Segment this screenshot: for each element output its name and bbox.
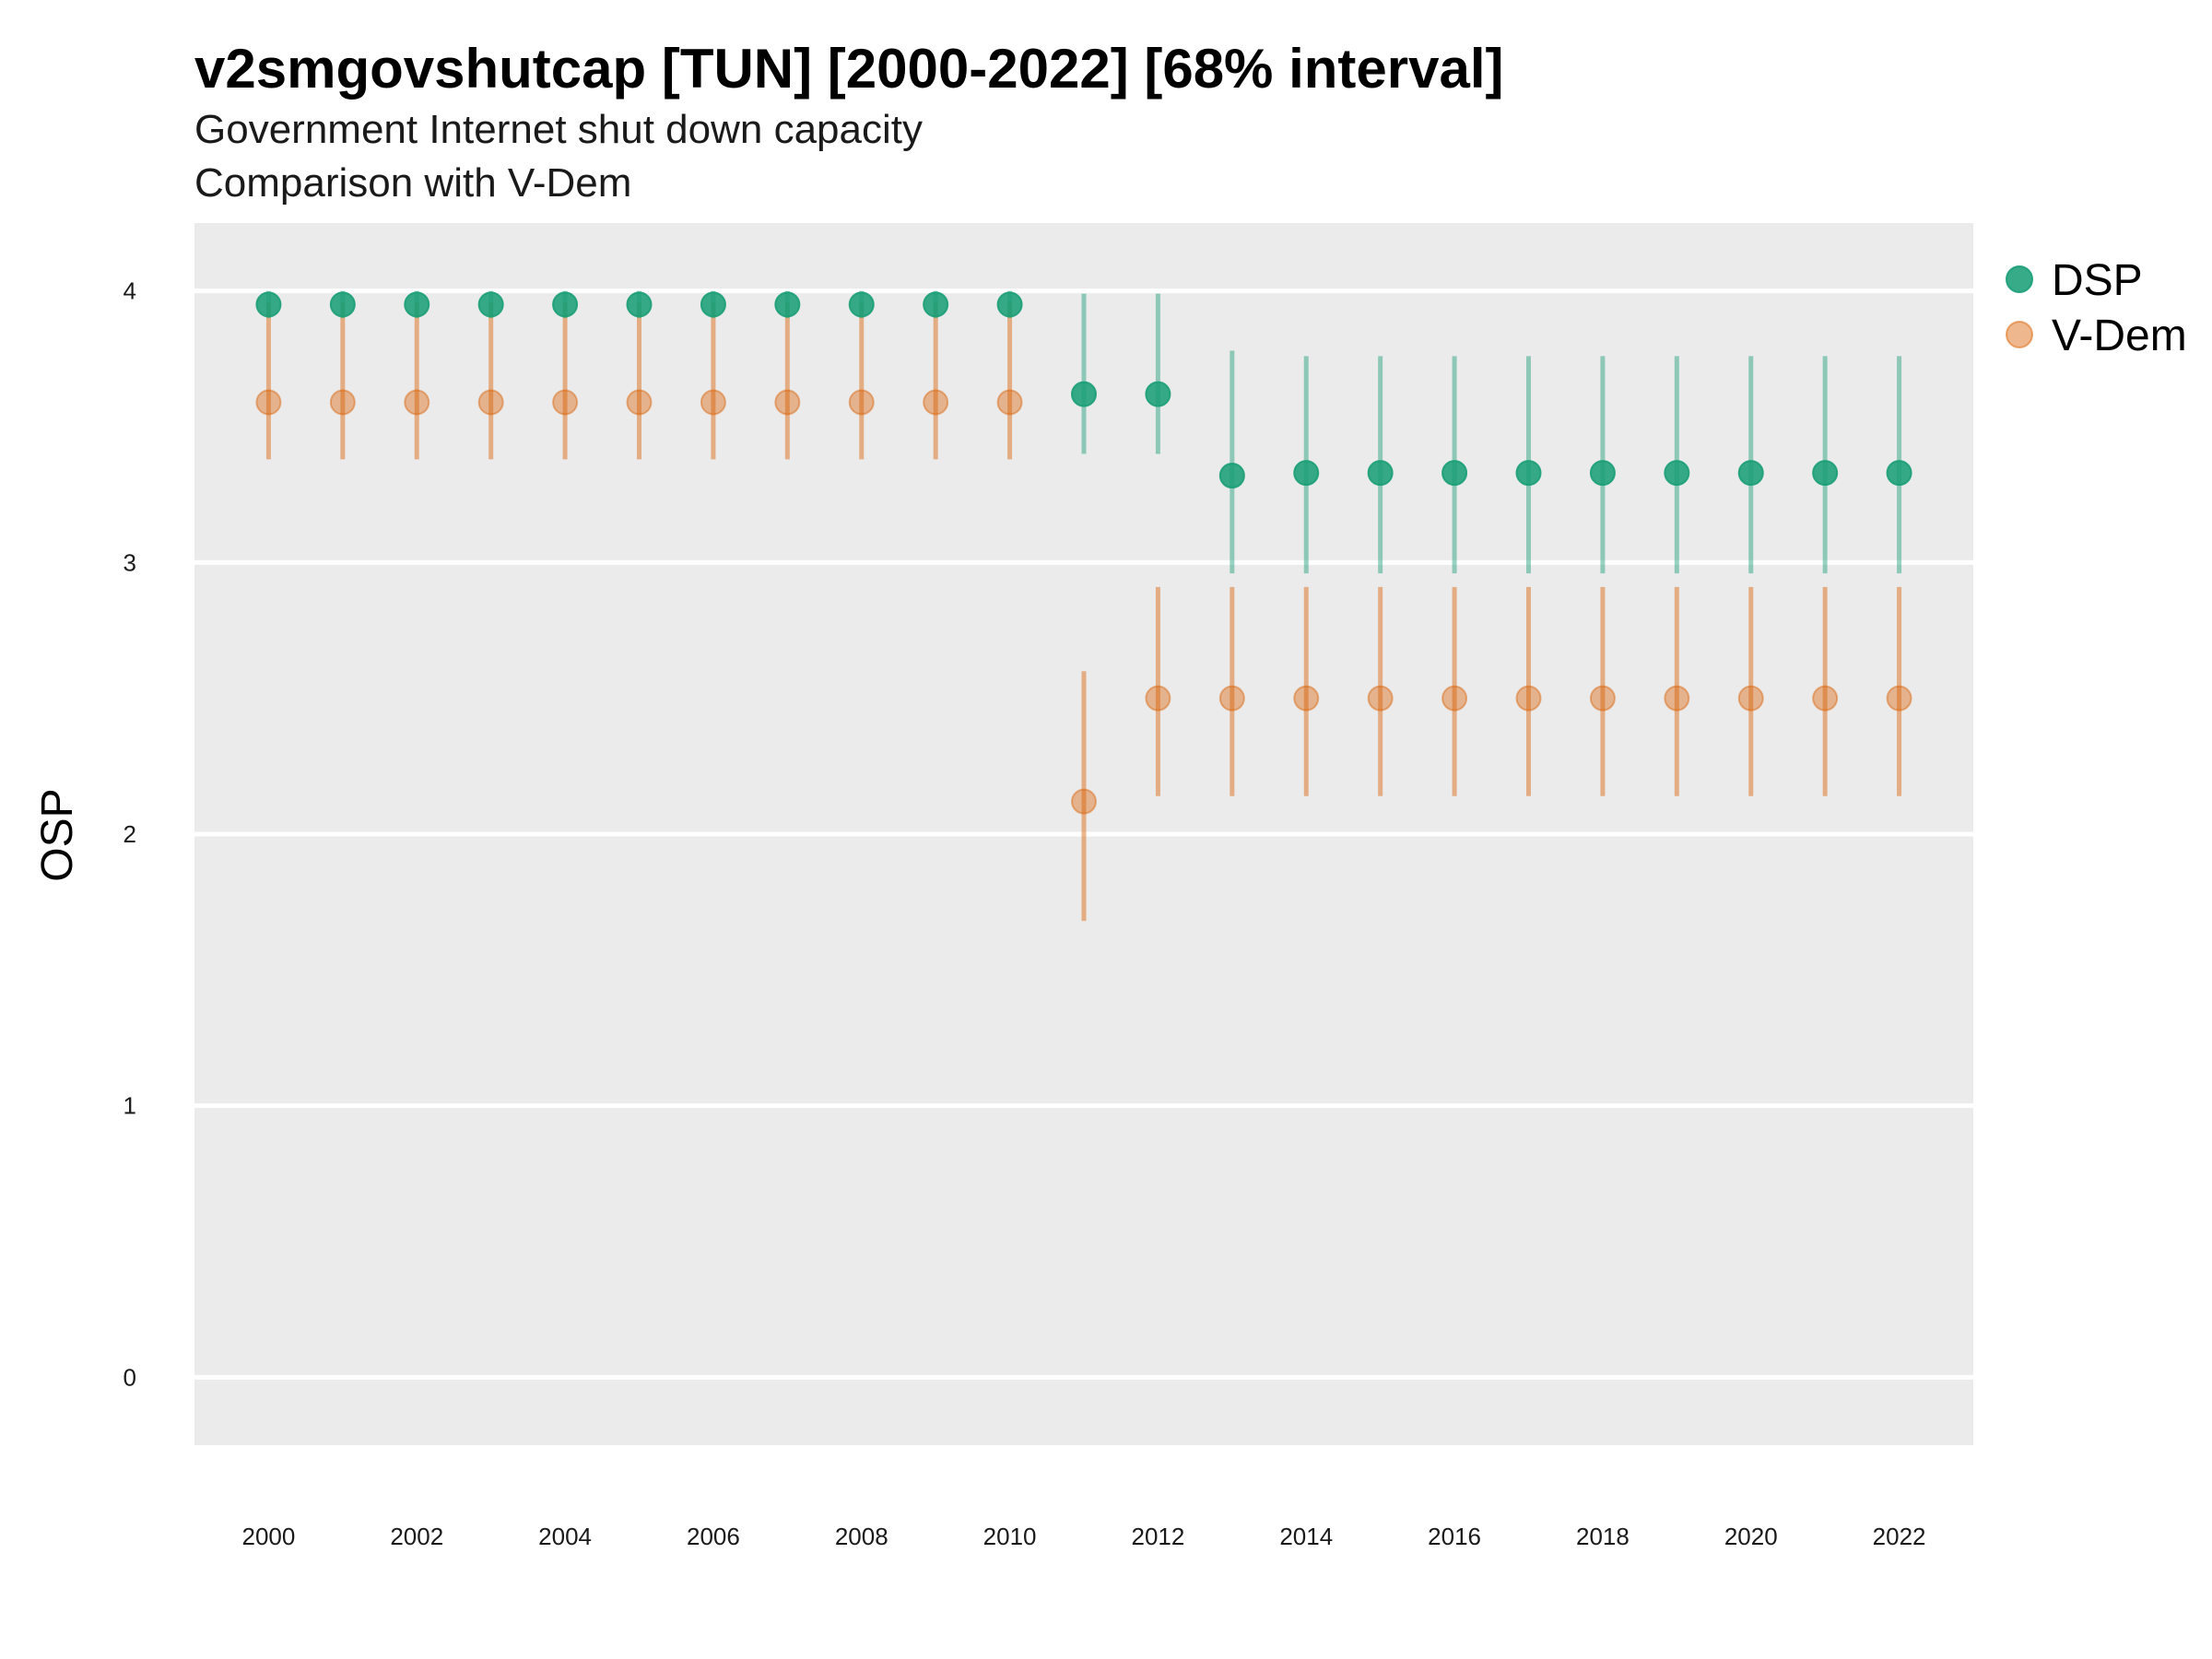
data-point — [1218, 463, 1245, 489]
x-tick-label: 2016 — [1428, 1523, 1481, 1550]
data-point — [552, 291, 579, 318]
y-tick-label: 1 — [124, 1092, 136, 1120]
data-point — [1367, 460, 1394, 487]
x-tick-label: 2020 — [1724, 1523, 1778, 1550]
data-point — [1812, 685, 1839, 712]
x-tick-label: 2008 — [835, 1523, 888, 1550]
data-point — [329, 291, 356, 318]
chart-subtitle-comparison: Comparison with V-Dem — [194, 160, 631, 206]
y-tick-label: 4 — [124, 277, 136, 305]
data-point — [1441, 460, 1468, 487]
data-point — [1441, 685, 1468, 712]
data-point — [329, 389, 356, 416]
data-point — [1664, 685, 1690, 712]
data-point — [477, 291, 504, 318]
data-point — [996, 291, 1023, 318]
x-tick-label: 2004 — [538, 1523, 592, 1550]
data-point — [1589, 685, 1616, 712]
x-tick-label: 2014 — [1279, 1523, 1333, 1550]
chart-title: v2smgovshutcap [TUN] [2000-2022] [68% in… — [194, 38, 1504, 100]
data-point — [552, 389, 579, 416]
data-point — [1293, 460, 1320, 487]
data-point — [404, 291, 430, 318]
y-tick-labels: 0 1 2 3 4 — [124, 277, 136, 1392]
data-point — [1145, 685, 1171, 712]
data-point — [1515, 460, 1542, 487]
x-tick-label: 2010 — [983, 1523, 1037, 1550]
legend-key — [2006, 321, 2033, 348]
data-point — [1145, 381, 1171, 407]
legend: DSP V-Dem — [2006, 256, 2187, 360]
data-point — [404, 389, 430, 416]
x-tick-label: 2018 — [1576, 1523, 1630, 1550]
y-gridlines — [194, 288, 1973, 1380]
data-point — [1812, 460, 1839, 487]
data-point — [477, 389, 504, 416]
x-tick-label: 2000 — [241, 1523, 295, 1550]
y-axis-label: OSP — [33, 788, 82, 881]
data-point — [1071, 788, 1097, 815]
data-point — [1886, 685, 1912, 712]
data-point — [774, 389, 801, 416]
data-point — [1737, 685, 1764, 712]
chart-subtitle: Government Internet shut down capacity — [194, 107, 923, 152]
data-point — [626, 291, 653, 318]
data-point — [1218, 685, 1245, 712]
data-point — [700, 291, 726, 318]
legend-label: DSP — [2052, 256, 2143, 305]
data-point — [626, 389, 653, 416]
x-tick-label: 2006 — [687, 1523, 740, 1550]
data-series — [255, 290, 1912, 922]
y-tick-label: 0 — [124, 1363, 136, 1391]
x-tick-labels: 2000 2002 2004 2006 2008 2010 2012 2014 2016 2018… — [241, 1523, 1925, 1550]
data-point — [1293, 685, 1320, 712]
data-point — [923, 389, 949, 416]
legend-key — [2006, 265, 2033, 293]
data-point — [1737, 460, 1764, 487]
data-point — [848, 291, 875, 318]
data-point — [255, 389, 282, 416]
data-point — [1589, 460, 1616, 487]
x-tick-label: 2012 — [1131, 1523, 1184, 1550]
series-v-dem — [255, 301, 1912, 922]
data-point — [700, 389, 726, 416]
data-point — [1664, 460, 1690, 487]
x-tick-label: 2002 — [390, 1523, 443, 1550]
data-point — [848, 389, 875, 416]
data-point — [1886, 460, 1912, 487]
x-tick-label: 2022 — [1873, 1523, 1926, 1550]
data-point — [923, 291, 949, 318]
y-tick-label: 2 — [124, 820, 136, 848]
series-dsp — [255, 290, 1912, 574]
y-tick-label: 3 — [124, 548, 136, 576]
data-point — [996, 389, 1023, 416]
data-point — [1367, 685, 1394, 712]
legend-label: V-Dem — [2052, 312, 2187, 360]
data-point — [774, 291, 801, 318]
data-point — [1515, 685, 1542, 712]
data-point — [255, 291, 282, 318]
data-point — [1071, 381, 1097, 407]
